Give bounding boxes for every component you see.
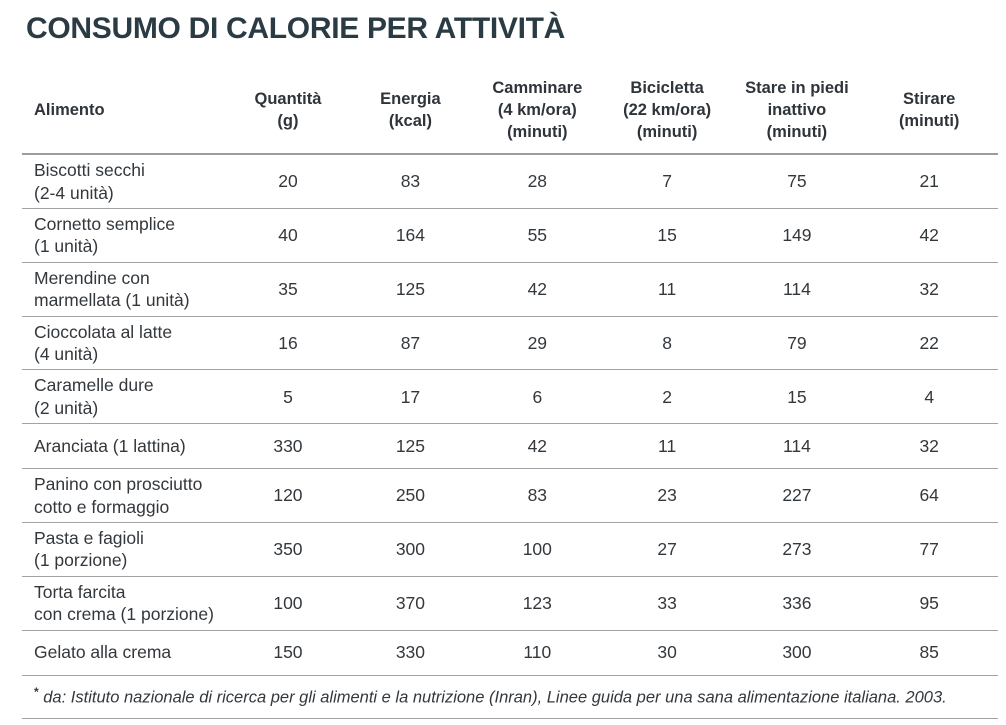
value-cell: 28	[473, 154, 601, 210]
value-cell: 17	[347, 369, 474, 425]
table-row: Torta farcita con crema (1 porzione) 100 3…	[22, 576, 998, 631]
column-header: Alimento	[22, 72, 229, 156]
value-cell: 330	[347, 630, 474, 676]
value-cell: 83	[347, 154, 474, 210]
value-cell: 77	[860, 522, 998, 577]
value-cell: 23	[600, 468, 734, 523]
table-row: Cornetto semplice (1 unità) 40 164 55 15 149 4…	[22, 208, 998, 263]
value-cell: 42	[473, 262, 601, 317]
column-header: Camminare (4 km/ora) (minuti)	[473, 72, 601, 156]
value-cell: 300	[347, 522, 474, 577]
table-row: Gelato alla crema 150 330 110 30 300 85	[22, 630, 998, 676]
value-cell: 8	[600, 316, 734, 371]
table-row: Cioccolata al latte (4 unità) 16 87 29 8 79 22	[22, 316, 998, 371]
value-cell: 114	[733, 423, 861, 470]
value-cell: 100	[473, 522, 601, 577]
value-cell: 164	[347, 208, 474, 263]
value-cell: 35	[228, 262, 347, 317]
value-cell: 11	[600, 423, 734, 470]
food-name-cell: Torta farcita con crema (1 porzione)	[22, 576, 229, 631]
value-cell: 83	[473, 468, 601, 523]
table-row: Biscotti secchi (2-4 unità) 20 83 28 7 75 21	[22, 154, 998, 210]
calorie-table: Alimento Quantità (g) Energia (kcal) Cammin…	[22, 72, 998, 676]
value-cell: 110	[473, 630, 601, 676]
food-name-cell: Biscotti secchi (2-4 unità)	[22, 154, 229, 210]
column-header: Stare in piedi inattivo (minuti)	[733, 72, 861, 156]
value-cell: 7	[600, 154, 734, 210]
value-cell: 336	[733, 576, 861, 631]
food-name-cell: Cornetto semplice (1 unità)	[22, 208, 229, 263]
value-cell: 4	[860, 369, 998, 425]
value-cell: 55	[473, 208, 601, 263]
value-cell: 75	[733, 154, 861, 210]
value-cell: 16	[228, 316, 347, 371]
table-row: Caramelle dure (2 unità) 5 17 6 2 15 4	[22, 369, 998, 425]
value-cell: 15	[600, 208, 734, 263]
value-cell: 114	[733, 262, 861, 317]
food-name-cell: Aranciata (1 lattina)	[22, 423, 229, 470]
source-footnote: * da: Istituto nazionale di ricerca per …	[22, 676, 998, 720]
value-cell: 95	[860, 576, 998, 631]
food-name-cell: Cioccolata al latte (4 unità)	[22, 316, 229, 371]
table-row: Pasta e fagioli (1 porzione) 350 300 100 27 2…	[22, 522, 998, 577]
value-cell: 87	[347, 316, 474, 371]
value-cell: 20	[228, 154, 347, 210]
column-header: Energia (kcal)	[347, 72, 474, 156]
value-cell: 33	[600, 576, 734, 631]
value-cell: 300	[733, 630, 861, 676]
value-cell: 27	[600, 522, 734, 577]
value-cell: 250	[347, 468, 474, 523]
table-row: Aranciata (1 lattina) 330 125 42 11 114 32	[22, 423, 998, 470]
value-cell: 22	[860, 316, 998, 371]
header-row: Alimento Quantità (g) Energia (kcal) Cammin…	[22, 72, 998, 156]
value-cell: 123	[473, 576, 601, 631]
value-cell: 85	[860, 630, 998, 676]
value-cell: 40	[228, 208, 347, 263]
food-name-cell: Merendine con marmellata (1 unità)	[22, 262, 229, 317]
food-name-cell: Gelato alla crema	[22, 630, 229, 676]
food-name-cell: Caramelle dure (2 unità)	[22, 369, 229, 425]
footnote-text: da: Istituto nazionale di ricerca per gl…	[38, 688, 947, 707]
value-cell: 125	[347, 262, 474, 317]
value-cell: 79	[733, 316, 861, 371]
value-cell: 32	[860, 423, 998, 470]
column-header: Quantità (g)	[228, 72, 347, 156]
value-cell: 32	[860, 262, 998, 317]
footnote-asterisk: *	[34, 684, 39, 699]
value-cell: 100	[228, 576, 347, 631]
food-name-cell: Panino con prosciutto cotto e formaggio	[22, 468, 229, 523]
value-cell: 120	[228, 468, 347, 523]
value-cell: 125	[347, 423, 474, 470]
value-cell: 64	[860, 468, 998, 523]
value-cell: 2	[600, 369, 734, 425]
table-body: Biscotti secchi (2-4 unità) 20 83 28 7 75 21 Co…	[22, 154, 998, 676]
value-cell: 42	[473, 423, 601, 470]
table-row: Merendine con marmellata (1 unità) 35 125 4…	[22, 262, 998, 317]
value-cell: 30	[600, 630, 734, 676]
value-cell: 149	[733, 208, 861, 263]
column-header: Stirare (minuti)	[860, 72, 998, 156]
value-cell: 21	[860, 154, 998, 210]
value-cell: 15	[733, 369, 861, 425]
value-cell: 6	[473, 369, 601, 425]
value-cell: 5	[228, 369, 347, 425]
value-cell: 273	[733, 522, 861, 577]
table-row: Panino con prosciutto cotto e formaggio 1…	[22, 468, 998, 523]
value-cell: 29	[473, 316, 601, 371]
page-title: CONSUMO DI CALORIE PER ATTIVITÀ	[26, 12, 566, 45]
value-cell: 227	[733, 468, 861, 523]
value-cell: 11	[600, 262, 734, 317]
food-name-cell: Pasta e fagioli (1 porzione)	[22, 522, 229, 577]
value-cell: 150	[228, 630, 347, 676]
value-cell: 330	[228, 423, 347, 470]
value-cell: 370	[347, 576, 474, 631]
column-header: Bicicletta (22 km/ora) (minuti)	[600, 72, 734, 156]
value-cell: 350	[228, 522, 347, 577]
value-cell: 42	[860, 208, 998, 263]
